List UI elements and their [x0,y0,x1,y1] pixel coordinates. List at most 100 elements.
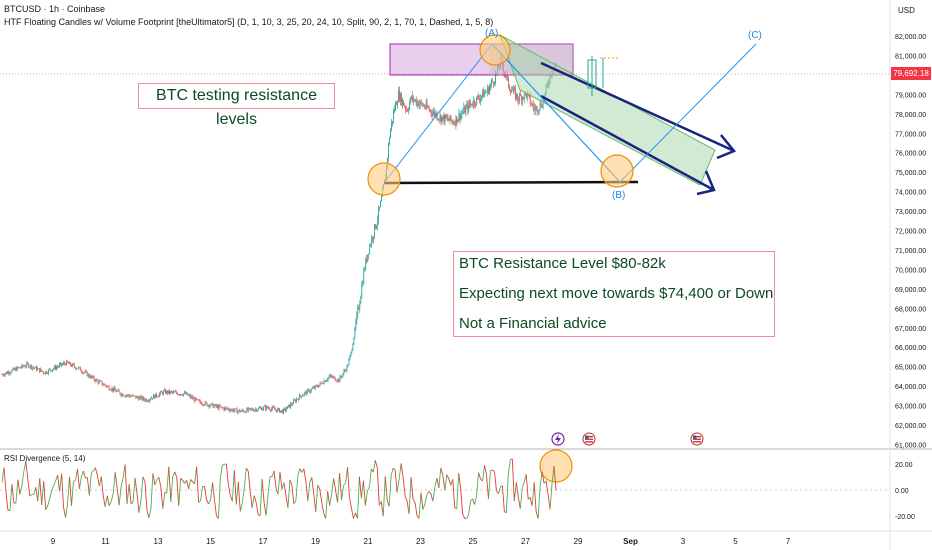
candle-body [335,380,337,382]
candle-body [59,364,60,367]
rsi-segment [39,478,43,505]
us-flag-event-icon[interactable] [690,432,704,446]
candle-body [121,393,123,396]
candle-body [52,369,53,372]
trend-line-lower[interactable] [540,94,713,191]
candle-body [435,113,437,116]
candle-body [81,371,83,374]
candle-body [424,107,426,109]
last-price-tag: 79,692.18 [891,67,931,80]
candle-body [448,119,450,121]
rsi-segment [78,476,82,490]
trend-line-upper[interactable] [540,61,733,152]
rsi-segment [490,469,493,472]
currency-label[interactable]: USD [898,6,915,15]
candle-body [318,384,320,388]
candle-body [399,91,400,102]
candle-body [94,379,96,382]
candle-body [70,365,72,367]
candle-body [93,376,95,380]
candle-body [248,408,250,411]
candle-body [490,84,491,88]
rsi-indicator-title[interactable]: RSI Divergence (5, 14) [4,454,86,463]
candle-body [207,404,209,406]
rsi-segment [496,490,499,494]
title-note[interactable]: BTC testing resistance levels [138,83,335,128]
candle-body [25,366,27,367]
candle-body [67,360,68,363]
candle-body [233,410,235,412]
candle-body [376,225,378,229]
candle-body [211,403,213,405]
rsi-segment [51,485,55,492]
candle-body [464,106,466,114]
event-icons[interactable] [551,432,704,446]
rsi-segment [436,477,440,489]
candle-body [387,158,388,166]
candle-body [365,258,367,270]
rsi-segment [349,497,352,509]
pivot-circle-a[interactable] [479,34,511,66]
rsi-tick-label: 0.00 [895,488,909,495]
rsi-segment [414,502,418,516]
indicator-title[interactable]: HTF Floating Candles w/ Volume Footprint… [4,17,494,27]
rsi-segment [293,500,297,505]
pivot-circle-start[interactable] [367,162,401,196]
support-line[interactable] [383,180,639,185]
rsi-segment [358,476,362,499]
pivot-circle-b[interactable] [600,154,634,188]
candle-body [180,394,182,395]
rsi-segment [493,471,497,491]
rsi-segment [73,479,76,483]
rsi-segment [394,470,398,493]
rsi-segment [384,476,388,501]
price-tick-label: 61,000.00 [895,442,926,449]
rsi-segment [49,490,53,499]
candle-body [160,391,161,394]
rsi-segment [41,481,45,505]
candle-body [229,410,231,412]
rsi-segment [67,476,70,505]
symbol-title[interactable]: BTCUSD · 1h · Coinbase [4,4,106,14]
candle-body [302,395,304,396]
rsi-segment [27,478,31,497]
candle-body [62,364,63,366]
rsi-segment [356,476,360,519]
us-flag-event-icon[interactable] [582,432,596,446]
candle-body [460,114,462,120]
lightning-event-icon[interactable] [551,432,565,446]
candle-body [134,395,136,397]
candle-body [310,389,312,392]
candle-body [539,102,541,110]
rsi-circle[interactable] [539,449,573,483]
candle-body [499,65,500,68]
analysis-note[interactable]: BTC Resistance Level $80-82k Expecting n… [453,251,775,337]
candle-body [108,386,110,390]
candle-body [510,90,511,93]
candle-body [256,409,258,412]
bearish-channel[interactable] [499,33,716,186]
candle-body [91,375,93,378]
rsi-segment [5,492,9,511]
candle-body [29,366,31,368]
rsi-segment [15,479,19,504]
candle-body [36,366,38,371]
candle-body [61,363,62,366]
candle-body [247,408,249,411]
candle-body [350,352,352,356]
rsi-segment [130,501,134,505]
candle-body [166,390,167,394]
date-tick-label: 3 [681,537,686,546]
rsi-segment [245,467,249,472]
candle-body [183,392,185,394]
candle-body [155,393,157,399]
candle-body [130,396,132,397]
candle-body [434,111,436,116]
rsi-segment [182,480,186,484]
candle-body [277,408,278,412]
rsi-segment [400,463,404,478]
candle-body [138,397,140,400]
candle-body [63,362,64,365]
rsi-segment [154,479,158,486]
